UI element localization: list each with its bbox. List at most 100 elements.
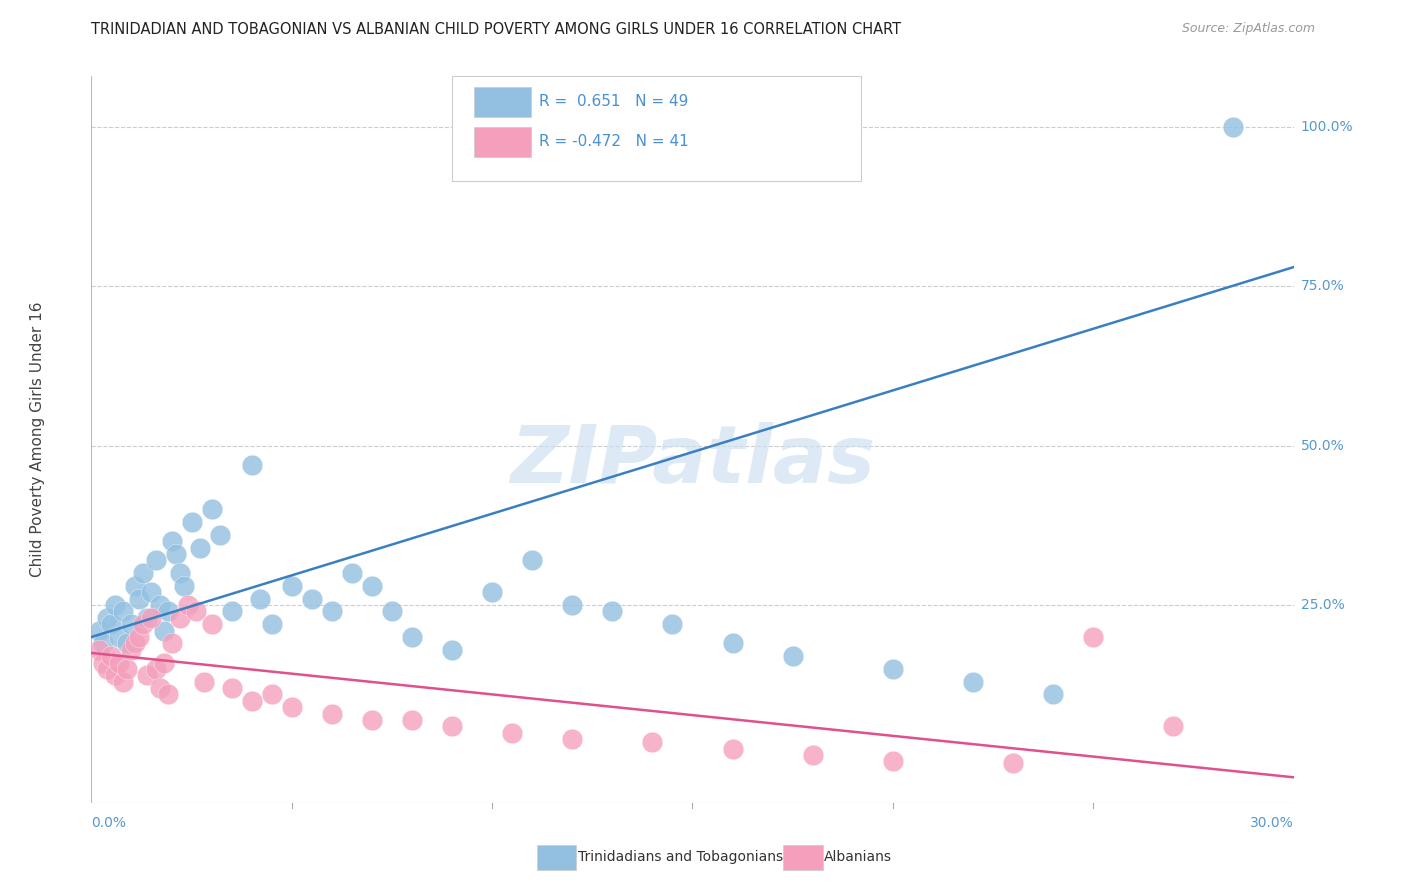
- Point: [801, 747, 824, 762]
- Point: [124, 636, 146, 650]
- Point: [124, 579, 146, 593]
- Point: [381, 605, 404, 619]
- Point: [104, 598, 127, 612]
- Point: [501, 725, 523, 739]
- Text: Child Poverty Among Girls Under 16: Child Poverty Among Girls Under 16: [30, 301, 45, 577]
- Point: [108, 656, 131, 670]
- Point: [93, 656, 115, 670]
- Point: [152, 624, 174, 638]
- Point: [481, 585, 503, 599]
- Point: [128, 630, 150, 644]
- Point: [221, 681, 243, 695]
- Point: [93, 636, 115, 650]
- Point: [281, 700, 304, 714]
- Point: [360, 713, 382, 727]
- Point: [641, 735, 664, 749]
- Point: [156, 605, 179, 619]
- Point: [260, 687, 283, 701]
- Point: [321, 706, 343, 721]
- Point: [249, 591, 271, 606]
- Point: [184, 605, 207, 619]
- Point: [340, 566, 363, 581]
- Text: ZIPatlas: ZIPatlas: [510, 422, 875, 500]
- Point: [188, 541, 211, 555]
- Text: Trinidadians and Tobagonians: Trinidadians and Tobagonians: [578, 850, 783, 864]
- Point: [208, 528, 231, 542]
- Point: [721, 741, 744, 756]
- Point: [141, 585, 163, 599]
- Point: [173, 579, 195, 593]
- Point: [160, 636, 183, 650]
- Point: [281, 579, 304, 593]
- FancyBboxPatch shape: [474, 87, 531, 117]
- Point: [108, 630, 131, 644]
- Point: [136, 668, 159, 682]
- Point: [112, 605, 135, 619]
- Point: [136, 611, 159, 625]
- Point: [112, 674, 135, 689]
- Point: [201, 502, 224, 516]
- Point: [201, 617, 224, 632]
- Point: [1001, 756, 1024, 770]
- Point: [561, 598, 583, 612]
- Point: [169, 566, 191, 581]
- Point: [100, 649, 122, 664]
- Point: [882, 662, 904, 676]
- Point: [1042, 687, 1064, 701]
- Point: [128, 591, 150, 606]
- Point: [401, 630, 423, 644]
- Text: Source: ZipAtlas.com: Source: ZipAtlas.com: [1181, 22, 1315, 36]
- Point: [440, 642, 463, 657]
- Point: [156, 687, 179, 701]
- Point: [721, 636, 744, 650]
- Point: [89, 642, 111, 657]
- Text: 25.0%: 25.0%: [1301, 599, 1344, 612]
- Point: [141, 611, 163, 625]
- Point: [96, 611, 118, 625]
- Point: [962, 674, 984, 689]
- Point: [152, 656, 174, 670]
- Point: [193, 674, 215, 689]
- Point: [1222, 120, 1244, 134]
- Point: [360, 579, 382, 593]
- Point: [117, 636, 139, 650]
- Point: [301, 591, 323, 606]
- Text: TRINIDADIAN AND TOBAGONIAN VS ALBANIAN CHILD POVERTY AMONG GIRLS UNDER 16 CORREL: TRINIDADIAN AND TOBAGONIAN VS ALBANIAN C…: [91, 22, 901, 37]
- Point: [321, 605, 343, 619]
- Point: [148, 598, 170, 612]
- Point: [176, 598, 198, 612]
- Point: [882, 755, 904, 769]
- Point: [240, 458, 263, 472]
- Point: [121, 642, 143, 657]
- Point: [121, 617, 143, 632]
- Point: [100, 617, 122, 632]
- Point: [165, 547, 187, 561]
- Text: 0.0%: 0.0%: [91, 816, 127, 830]
- Text: 50.0%: 50.0%: [1301, 439, 1344, 452]
- Text: 100.0%: 100.0%: [1301, 120, 1353, 134]
- Point: [440, 719, 463, 733]
- Text: 75.0%: 75.0%: [1301, 279, 1344, 293]
- Text: Albanians: Albanians: [824, 850, 891, 864]
- Point: [169, 611, 191, 625]
- Point: [89, 624, 111, 638]
- Point: [782, 649, 804, 664]
- Point: [260, 617, 283, 632]
- Point: [148, 681, 170, 695]
- Text: R = -0.472   N = 41: R = -0.472 N = 41: [538, 134, 689, 149]
- Point: [180, 515, 202, 529]
- Point: [145, 662, 167, 676]
- Text: 30.0%: 30.0%: [1250, 816, 1294, 830]
- Point: [522, 553, 544, 567]
- Point: [132, 566, 155, 581]
- FancyBboxPatch shape: [451, 76, 860, 181]
- Point: [145, 553, 167, 567]
- Point: [401, 713, 423, 727]
- Point: [96, 662, 118, 676]
- Point: [240, 694, 263, 708]
- Text: R =  0.651   N = 49: R = 0.651 N = 49: [538, 94, 688, 109]
- Point: [1083, 630, 1105, 644]
- FancyBboxPatch shape: [474, 127, 531, 157]
- Point: [561, 732, 583, 747]
- Point: [160, 534, 183, 549]
